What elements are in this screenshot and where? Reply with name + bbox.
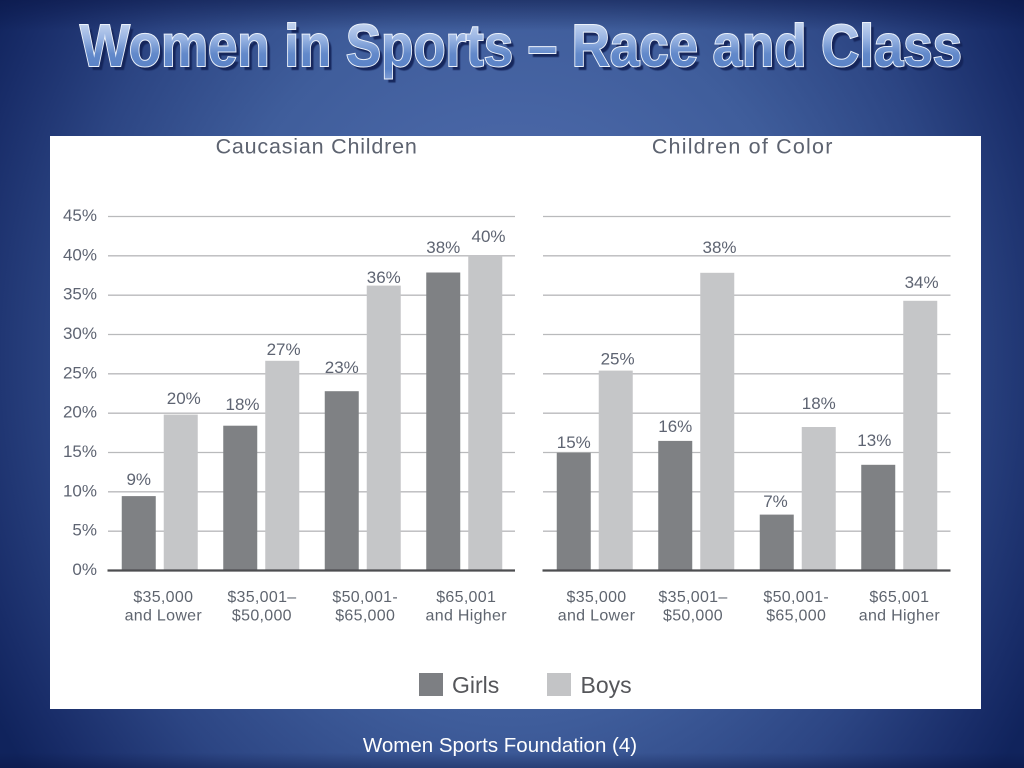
svg-text:25%: 25% <box>63 363 97 382</box>
svg-text:18%: 18% <box>802 394 836 413</box>
svg-text:Boys: Boys <box>581 672 632 698</box>
svg-text:10%: 10% <box>63 481 97 500</box>
svg-text:9%: 9% <box>126 470 151 489</box>
svg-text:35%: 35% <box>63 285 97 304</box>
svg-text:13%: 13% <box>857 431 891 450</box>
svg-text:$65,000: $65,000 <box>766 607 826 624</box>
svg-text:40%: 40% <box>471 227 505 246</box>
svg-text:$65,000: $65,000 <box>335 607 395 624</box>
svg-text:Children of Color: Children of Color <box>652 136 834 159</box>
svg-text:36%: 36% <box>367 268 401 287</box>
svg-text:Women in Sports – Race and Cla: Women in Sports – Race and Class <box>80 13 962 79</box>
svg-text:34%: 34% <box>905 273 939 292</box>
svg-text:38%: 38% <box>426 238 460 257</box>
svg-text:16%: 16% <box>658 417 692 436</box>
svg-text:15%: 15% <box>557 433 591 452</box>
svg-text:$65,001: $65,001 <box>869 589 929 606</box>
svg-text:and Lower: and Lower <box>558 607 636 624</box>
svg-text:$35,000: $35,000 <box>133 589 193 606</box>
svg-text:38%: 38% <box>702 238 736 257</box>
svg-text:0%: 0% <box>72 560 97 579</box>
svg-text:40%: 40% <box>63 245 97 264</box>
svg-text:$50,001-: $50,001- <box>332 589 398 606</box>
svg-text:5%: 5% <box>72 521 97 540</box>
svg-text:18%: 18% <box>225 395 259 414</box>
svg-text:$35,000: $35,000 <box>567 589 627 606</box>
svg-text:20%: 20% <box>63 403 97 422</box>
svg-text:45%: 45% <box>63 206 97 225</box>
svg-text:27%: 27% <box>267 340 301 359</box>
svg-text:$50,000: $50,000 <box>232 607 292 624</box>
svg-text:and Higher: and Higher <box>426 607 508 624</box>
svg-text:$35,001–: $35,001– <box>227 589 296 606</box>
svg-text:$50,000: $50,000 <box>663 607 723 624</box>
svg-text:and Higher: and Higher <box>859 607 941 624</box>
svg-text:and Lower: and Lower <box>125 607 203 624</box>
svg-text:$50,001-: $50,001- <box>763 589 829 606</box>
svg-text:Caucasian Children: Caucasian Children <box>216 136 418 159</box>
svg-text:25%: 25% <box>601 350 635 369</box>
svg-text:Girls: Girls <box>452 672 499 698</box>
svg-text:15%: 15% <box>63 442 97 461</box>
svg-text:20%: 20% <box>167 389 201 408</box>
svg-text:$65,001: $65,001 <box>436 589 496 606</box>
svg-text:7%: 7% <box>763 492 788 511</box>
svg-text:$35,001–: $35,001– <box>658 589 727 606</box>
svg-text:Women in Sports – Race and Cla: Women in Sports – Race and Class <box>84 17 966 83</box>
svg-text:30%: 30% <box>63 324 97 343</box>
svg-text:23%: 23% <box>325 358 359 377</box>
